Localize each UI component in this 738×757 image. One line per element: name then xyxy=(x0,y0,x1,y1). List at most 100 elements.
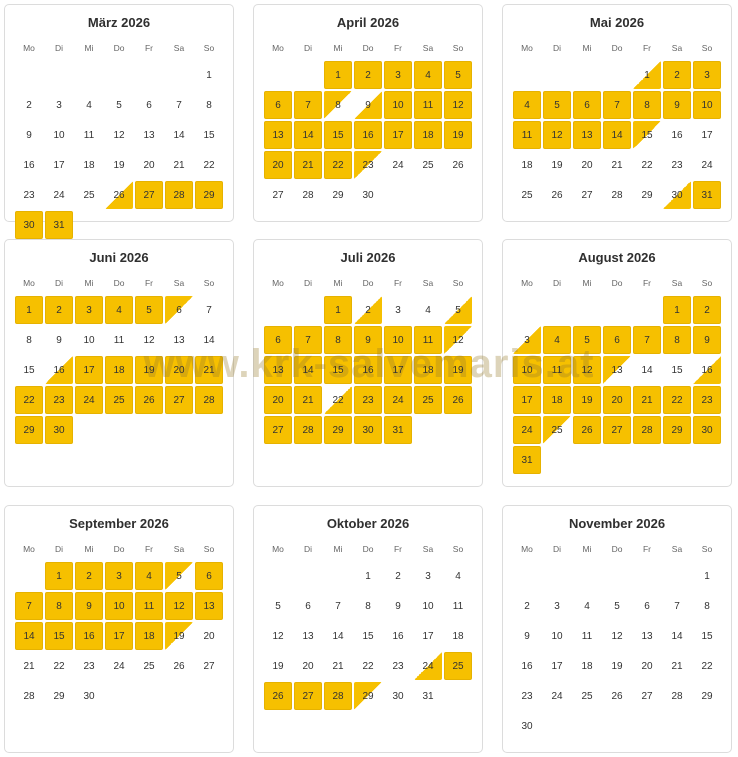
day-cell-free[interactable]: 7 xyxy=(663,592,691,620)
day-cell-booked[interactable]: 25 xyxy=(444,652,472,680)
day-cell-booked[interactable]: 21 xyxy=(633,386,661,414)
day-cell-free[interactable]: 13 xyxy=(633,622,661,650)
day-cell-free[interactable]: 16 xyxy=(384,622,412,650)
day-cell-booked[interactable]: 15 xyxy=(45,622,73,650)
day-cell-booked[interactable]: 15 xyxy=(324,121,352,149)
day-cell-booked[interactable]: 17 xyxy=(384,356,412,384)
day-cell-free[interactable]: 18 xyxy=(75,151,103,179)
day-cell-free[interactable]: 14 xyxy=(663,622,691,650)
day-cell-booked[interactable]: 2 xyxy=(693,296,721,324)
day-cell-booked[interactable]: 11 xyxy=(135,592,163,620)
day-cell-free[interactable]: 18 xyxy=(573,652,601,680)
day-cell-free[interactable]: 21 xyxy=(663,652,691,680)
day-cell-booked[interactable]: 3 xyxy=(693,61,721,89)
day-cell-free[interactable]: 12 xyxy=(135,326,163,354)
day-cell-free[interactable]: 8 xyxy=(354,592,382,620)
day-cell-booked[interactable]: 10 xyxy=(513,356,541,384)
day-cell-booked[interactable]: 8 xyxy=(663,326,691,354)
day-cell-departure[interactable]: 12 xyxy=(444,326,472,354)
day-cell-free[interactable]: 16 xyxy=(663,121,691,149)
day-cell-booked[interactable]: 7 xyxy=(15,592,43,620)
day-cell-booked[interactable]: 13 xyxy=(195,592,223,620)
day-cell-booked[interactable]: 26 xyxy=(135,386,163,414)
day-cell-booked[interactable]: 9 xyxy=(354,326,382,354)
day-cell-booked[interactable]: 6 xyxy=(573,91,601,119)
day-cell-booked[interactable]: 13 xyxy=(264,121,292,149)
day-cell-free[interactable]: 20 xyxy=(294,652,322,680)
day-cell-booked[interactable]: 16 xyxy=(75,622,103,650)
day-cell-booked[interactable]: 3 xyxy=(384,61,412,89)
day-cell-free[interactable]: 9 xyxy=(45,326,73,354)
day-cell-booked[interactable]: 8 xyxy=(324,326,352,354)
day-cell-booked[interactable]: 10 xyxy=(384,91,412,119)
day-cell-booked[interactable]: 24 xyxy=(75,386,103,414)
day-cell-free[interactable]: 23 xyxy=(15,181,43,209)
day-cell-booked[interactable]: 22 xyxy=(15,386,43,414)
day-cell-free[interactable]: 9 xyxy=(513,622,541,650)
day-cell-free[interactable]: 5 xyxy=(264,592,292,620)
day-cell-departure[interactable]: 23 xyxy=(354,151,382,179)
day-cell-booked[interactable]: 6 xyxy=(264,91,292,119)
day-cell-booked[interactable]: 7 xyxy=(294,91,322,119)
day-cell-booked[interactable]: 11 xyxy=(543,356,571,384)
day-cell-booked[interactable]: 28 xyxy=(324,682,352,710)
day-cell-booked[interactable]: 25 xyxy=(105,386,133,414)
day-cell-free[interactable]: 2 xyxy=(513,592,541,620)
day-cell-booked[interactable]: 5 xyxy=(543,91,571,119)
day-cell-booked[interactable]: 18 xyxy=(135,622,163,650)
day-cell-free[interactable]: 19 xyxy=(543,151,571,179)
day-cell-booked[interactable]: 25 xyxy=(414,386,442,414)
day-cell-free[interactable]: 24 xyxy=(543,682,571,710)
day-cell-booked[interactable]: 1 xyxy=(45,562,73,590)
day-cell-booked[interactable]: 1 xyxy=(324,296,352,324)
day-cell-booked[interactable]: 27 xyxy=(264,416,292,444)
day-cell-free[interactable]: 30 xyxy=(513,712,541,740)
day-cell-free[interactable]: 4 xyxy=(414,296,442,324)
day-cell-booked[interactable]: 10 xyxy=(693,91,721,119)
day-cell-free[interactable]: 26 xyxy=(444,151,472,179)
day-cell-booked[interactable]: 18 xyxy=(414,121,442,149)
day-cell-booked[interactable]: 22 xyxy=(663,386,691,414)
day-cell-departure[interactable]: 13 xyxy=(603,356,631,384)
day-cell-arrival[interactable]: 24 xyxy=(414,652,442,680)
day-cell-free[interactable]: 28 xyxy=(603,181,631,209)
day-cell-free[interactable]: 14 xyxy=(195,326,223,354)
day-cell-booked[interactable]: 2 xyxy=(75,562,103,590)
day-cell-free[interactable]: 21 xyxy=(324,652,352,680)
day-cell-booked[interactable]: 30 xyxy=(45,416,73,444)
day-cell-booked[interactable]: 20 xyxy=(603,386,631,414)
day-cell-booked[interactable]: 11 xyxy=(414,326,442,354)
day-cell-free[interactable]: 11 xyxy=(75,121,103,149)
day-cell-arrival[interactable]: 2 xyxy=(354,296,382,324)
day-cell-arrival[interactable]: 22 xyxy=(324,386,352,414)
day-cell-booked[interactable]: 9 xyxy=(75,592,103,620)
day-cell-free[interactable]: 17 xyxy=(693,121,721,149)
day-cell-free[interactable]: 24 xyxy=(105,652,133,680)
day-cell-free[interactable]: 17 xyxy=(414,622,442,650)
day-cell-booked[interactable]: 24 xyxy=(384,386,412,414)
day-cell-free[interactable]: 14 xyxy=(324,622,352,650)
day-cell-booked[interactable]: 20 xyxy=(264,151,292,179)
day-cell-free[interactable]: 19 xyxy=(105,151,133,179)
day-cell-free[interactable]: 23 xyxy=(75,652,103,680)
day-cell-free[interactable]: 26 xyxy=(165,652,193,680)
day-cell-booked[interactable]: 30 xyxy=(15,211,43,239)
day-cell-booked[interactable]: 12 xyxy=(543,121,571,149)
day-cell-booked[interactable]: 20 xyxy=(165,356,193,384)
day-cell-booked[interactable]: 11 xyxy=(513,121,541,149)
day-cell-free[interactable]: 12 xyxy=(264,622,292,650)
day-cell-free[interactable]: 12 xyxy=(105,121,133,149)
day-cell-booked[interactable]: 16 xyxy=(354,121,382,149)
day-cell-free[interactable]: 23 xyxy=(663,151,691,179)
day-cell-free[interactable]: 16 xyxy=(513,652,541,680)
day-cell-booked[interactable]: 7 xyxy=(294,326,322,354)
day-cell-booked[interactable]: 5 xyxy=(444,61,472,89)
day-cell-free[interactable]: 15 xyxy=(354,622,382,650)
day-cell-free[interactable]: 30 xyxy=(384,682,412,710)
day-cell-booked[interactable]: 28 xyxy=(195,386,223,414)
day-cell-free[interactable]: 27 xyxy=(195,652,223,680)
day-cell-booked[interactable]: 27 xyxy=(135,181,163,209)
day-cell-booked[interactable]: 14 xyxy=(294,121,322,149)
day-cell-free[interactable]: 15 xyxy=(195,121,223,149)
day-cell-free[interactable]: 18 xyxy=(513,151,541,179)
